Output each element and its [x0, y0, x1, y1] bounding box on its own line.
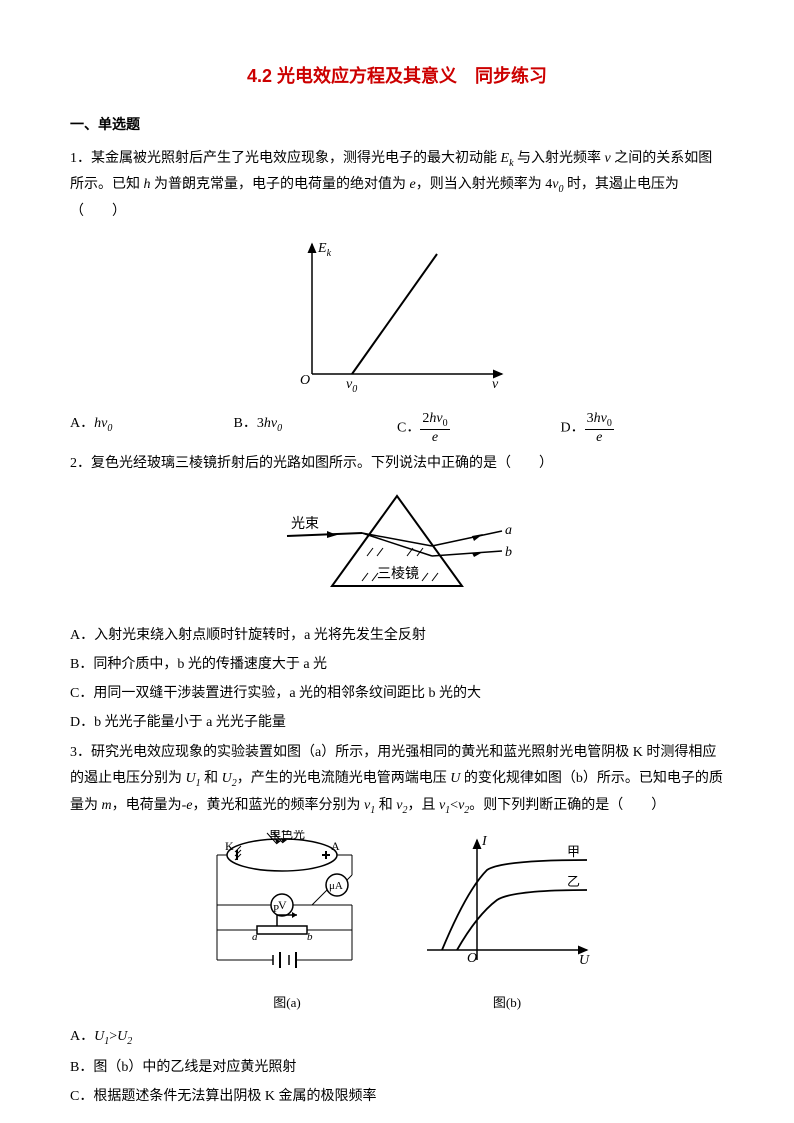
- q1-text-5: ，则当入射光频率为 4: [416, 177, 553, 192]
- svg-text:b: b: [505, 545, 512, 560]
- svg-text:P: P: [273, 903, 279, 915]
- q3-t6: ，黄光和蓝光的频率分别为: [193, 798, 365, 813]
- optB-label: B．3: [234, 416, 264, 431]
- q1-option-d: D．3hv0e: [561, 411, 725, 445]
- svg-text:a: a: [505, 523, 512, 538]
- q3-figure-b: O I U 甲 乙 图(b): [417, 830, 597, 1015]
- svg-text:V: V: [278, 898, 287, 912]
- q3-t8: ，且: [407, 798, 439, 813]
- question-2: 2．复色光经玻璃三棱镜折射后的光路如图所示。下列说法中正确的是（ ）: [70, 451, 724, 478]
- svg-text:v: v: [492, 377, 499, 392]
- svg-text:乙: 乙: [567, 874, 580, 889]
- q3-figure-a: K A 单色光 μA V P: [197, 830, 377, 1015]
- q3-t5: ，电荷量为-: [112, 798, 187, 813]
- q2-figure: 光束 三棱镜 a b: [70, 486, 724, 615]
- svg-text:O: O: [300, 373, 310, 388]
- q3optA-label: A．: [70, 1029, 94, 1044]
- q1-option-b: B．3hv0: [234, 411, 398, 445]
- q3-option-c: C．根据题述条件无法算出阴极 K 金属的极限频率: [70, 1084, 724, 1109]
- svg-text:光束: 光束: [291, 516, 319, 532]
- svg-text:甲: 甲: [567, 844, 580, 859]
- figa-caption: 图(a): [197, 991, 377, 1014]
- q1-text-2: 与入射光频率: [514, 151, 605, 166]
- section-heading: 一、单选题: [70, 112, 724, 137]
- q1-option-c: C．2hv0e: [397, 411, 561, 445]
- q2-option-b: B．同种介质中，b 光的传播速度大于 a 光: [70, 652, 724, 677]
- question-3: 3．研究光电效应现象的实验装置如图（a）所示，用光强相同的黄光和蓝光照射光电管阴…: [70, 740, 724, 820]
- q1-option-a: A．hv0: [70, 411, 234, 445]
- q3-t2: 和: [201, 771, 222, 786]
- svg-text:O: O: [467, 951, 477, 966]
- q3-option-a: A．U1>U2: [70, 1024, 724, 1051]
- q2-option-d: D．b 光光子能量小于 a 光光子能量: [70, 710, 724, 735]
- q1-figure: O Ek v v0: [70, 234, 724, 403]
- q1-text-4: 为普朗克常量，电子的电荷量的绝对值为: [151, 177, 410, 192]
- svg-text:b: b: [307, 931, 313, 943]
- q1-text-1: 1．某金属被光照射后产生了光电效应现象，测得光电子的最大初动能: [70, 151, 501, 166]
- q3-t3: ，产生的光电流随光电管两端电压: [237, 771, 451, 786]
- q3-option-b: B．图（b）中的乙线是对应黄光照射: [70, 1055, 724, 1080]
- svg-text:K: K: [225, 839, 234, 853]
- page-title: 4.2 光电效应方程及其意义 同步练习: [70, 60, 724, 92]
- q1-options: A．hv0 B．3hv0 C．2hv0e D．3hv0e: [70, 411, 724, 445]
- q3-t7: 和: [375, 798, 396, 813]
- svg-text:三棱镜: 三棱镜: [377, 566, 419, 582]
- svg-text:U: U: [579, 953, 590, 968]
- svg-text:v0: v0: [346, 377, 357, 394]
- optC-label: C．: [397, 420, 420, 435]
- q3-t9: 。则下列判断正确的是（ ）: [469, 798, 665, 813]
- svg-text:μA: μA: [329, 880, 343, 892]
- optD-label: D．: [561, 420, 585, 435]
- q3-figures: K A 单色光 μA V P: [70, 830, 724, 1015]
- svg-text:A: A: [331, 839, 340, 853]
- q2-option-a: A．入射光束绕入射点顺时针旋转时，a 光将先发生全反射: [70, 623, 724, 648]
- q2-option-c: C．用同一双缝干涉装置进行实验，a 光的相邻条纹间距比 b 光的大: [70, 681, 724, 706]
- optA-label: A．: [70, 416, 94, 431]
- svg-text:a: a: [252, 931, 258, 943]
- figb-caption: 图(b): [417, 991, 597, 1014]
- svg-text:Ek: Ek: [317, 241, 332, 259]
- question-1: 1．某金属被光照射后产生了光电效应现象，测得光电子的最大初动能 Ek 与入射光频…: [70, 146, 724, 226]
- svg-text:单色光: 单色光: [269, 830, 305, 841]
- svg-text:I: I: [481, 834, 488, 849]
